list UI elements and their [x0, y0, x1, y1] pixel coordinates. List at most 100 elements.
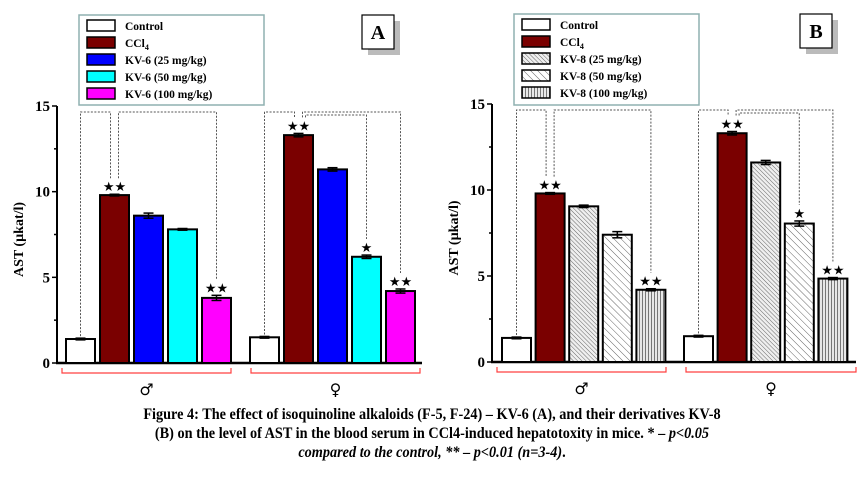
legend-label: Control: [560, 20, 598, 32]
y-tick-label: 15: [35, 99, 50, 115]
bar: [385, 290, 416, 365]
panel-label: A: [371, 22, 386, 44]
bar: [635, 288, 667, 364]
bar: [167, 228, 198, 364]
y-axis-label: AST (µkat/l): [12, 202, 27, 277]
legend-item: Control: [521, 18, 598, 32]
comparison-line: [698, 109, 729, 334]
legend-swatch: [521, 86, 551, 99]
caption-line-2-italic: p<0.05: [668, 425, 710, 442]
significance-label: ★★: [639, 275, 662, 290]
male-symbol: ♂: [574, 379, 588, 398]
y-tick-label: 0: [43, 356, 51, 372]
significance-label: ★: [793, 207, 805, 222]
bar: [65, 338, 96, 365]
legend-item: KV-6 (100 mg/kg): [86, 87, 212, 101]
legend-label: KV-6 (50 mg/kg): [125, 72, 207, 84]
comparison-line: [118, 111, 217, 280]
legend-swatch: [86, 87, 116, 100]
bar: [133, 214, 164, 364]
female-symbol: ♀: [765, 379, 777, 398]
y-tick-label: 10: [35, 185, 50, 201]
significance-label: ★★: [103, 180, 126, 195]
comparison-line: [305, 114, 367, 240]
bar: [317, 168, 348, 364]
bar: [351, 255, 382, 365]
bar: [716, 132, 748, 363]
legend-item: KV-8 (100 mg/kg): [521, 86, 647, 100]
legend-label: Control: [125, 21, 163, 33]
significance-label: ★★: [538, 179, 561, 194]
comparison-line: [553, 109, 652, 273]
legend-label: KV-6 (25 mg/kg): [125, 55, 207, 67]
legend-swatch: [86, 19, 116, 32]
comparison-line: [516, 109, 547, 336]
significance-label: ★★: [287, 119, 310, 134]
legend: Control CCl4 KV-6 (25 mg/kg) KV-6 (50 mg/kg…: [78, 14, 265, 106]
legend-item: CCl4: [521, 35, 584, 51]
significance-label: ★★: [389, 275, 412, 290]
legend-item: KV-6 (50 mg/kg): [86, 70, 207, 84]
bar: [817, 277, 849, 363]
bar: [568, 205, 600, 363]
y-axis-label: AST (µkat/l): [447, 200, 462, 275]
panel-label-box: [799, 13, 833, 49]
legend-swatch: [521, 18, 551, 31]
comparison-line: [302, 111, 401, 273]
bar: [283, 134, 314, 364]
legend-item: CCl4: [86, 36, 149, 52]
group-bracket: [685, 367, 857, 373]
legend-label: CCl4: [125, 38, 149, 52]
legend-item: Control: [86, 19, 163, 33]
caption-line-2: (B) on the level of AST in the blood ser…: [35, 424, 830, 443]
comparison-line: [80, 111, 111, 337]
panel-label: B: [809, 21, 822, 43]
female-symbol: ♀: [330, 380, 342, 399]
y-tick-label: 5: [478, 269, 486, 285]
legend-label: KV-8 (50 mg/kg): [560, 71, 642, 83]
group-bracket: [61, 368, 232, 374]
y-tick-label: 15: [470, 97, 485, 113]
bar: [783, 222, 815, 363]
legend: Control CCl4 KV-8 (25 mg/kg) KV-8 (50 mg/kg…: [513, 13, 700, 106]
caption-line-3-italic: compared to the control, ** – p<0.01 (n=…: [298, 444, 563, 461]
legend-item: KV-6 (25 mg/kg): [86, 53, 207, 67]
panel-label-box: [361, 14, 395, 50]
y-tick-label: 5: [43, 270, 51, 286]
legend-label: KV-8 (100 mg/kg): [560, 88, 647, 100]
group-bracket: [496, 367, 667, 373]
bar: [201, 296, 232, 365]
comparison-line: [738, 112, 800, 205]
figure-caption: Figure 4: The effect of isoquinoline alk…: [35, 405, 830, 462]
y-tick-label: 0: [478, 355, 486, 371]
male-symbol: ♂: [139, 380, 153, 399]
caption-line-1: Figure 4: The effect of isoquinoline alk…: [143, 406, 721, 423]
legend-label: KV-6 (100 mg/kg): [125, 89, 212, 101]
y-tick-label: 10: [470, 183, 485, 199]
significance-label: ★★: [821, 264, 844, 279]
group-bracket: [250, 368, 421, 374]
bar: [683, 335, 714, 364]
legend-swatch: [86, 53, 116, 66]
bar: [534, 192, 566, 363]
bar: [99, 194, 130, 364]
legend-swatch: [521, 35, 551, 48]
legend-label: CCl4: [560, 37, 584, 51]
caption-line-3-end: .: [562, 444, 566, 461]
bar: [601, 233, 633, 363]
legend-item: KV-8 (25 mg/kg): [521, 52, 642, 66]
legend-item: KV-8 (50 mg/kg): [521, 69, 642, 83]
legend-swatch: [521, 52, 551, 65]
bar: [249, 336, 280, 364]
caption-line-3: compared to the control, ** – p<0.01 (n=…: [35, 443, 830, 462]
comparison-line: [735, 109, 834, 262]
legend-swatch: [521, 69, 551, 82]
significance-label: ★★: [720, 118, 743, 133]
significance-label: ★★: [205, 281, 228, 296]
bar: [750, 161, 782, 363]
bar: [501, 336, 532, 364]
caption-line-2-text: (B) on the level of AST in the blood ser…: [154, 425, 669, 442]
